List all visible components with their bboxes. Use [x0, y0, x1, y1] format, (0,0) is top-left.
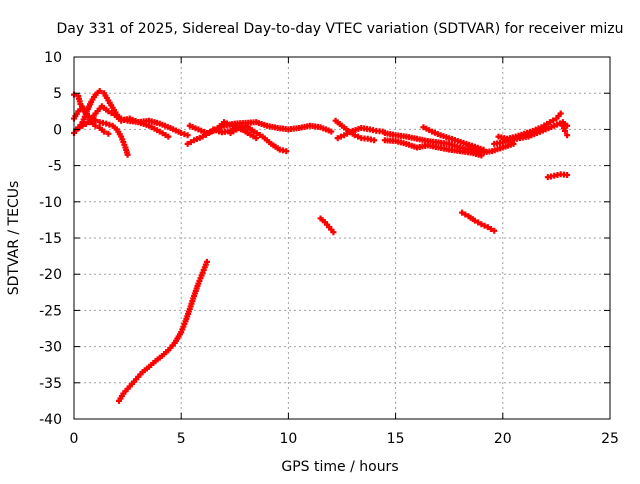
- data-point: [351, 132, 358, 139]
- data-point: [165, 133, 172, 140]
- series-arc-early-d: [73, 103, 172, 140]
- data-point: [478, 152, 485, 159]
- series-arc-noon-b: [334, 124, 386, 142]
- data-point: [478, 221, 485, 228]
- data-point-interp: [488, 225, 495, 232]
- data-point: [330, 229, 337, 236]
- y-tick-label: -20: [39, 267, 62, 283]
- x-tick-label: 25: [601, 431, 619, 447]
- axis-ticks: [73, 56, 611, 420]
- x-tick-label: 5: [177, 431, 186, 447]
- series-arc-evening-tail: [544, 171, 571, 181]
- y-axis-label: SDTVAR / TECUs: [6, 181, 22, 296]
- data-point: [480, 146, 487, 153]
- data-point-interp: [481, 222, 488, 229]
- data-point: [105, 108, 112, 115]
- data-point: [79, 122, 86, 129]
- data-point: [105, 130, 112, 137]
- data-point: [561, 127, 568, 134]
- data-point: [334, 135, 341, 142]
- data-point: [92, 122, 99, 129]
- x-axis-label: GPS time / hours: [281, 459, 398, 475]
- series-arc-early-c: [71, 104, 112, 137]
- y-tick-label: -15: [39, 231, 62, 247]
- data-point: [484, 224, 491, 231]
- data-point: [328, 128, 335, 135]
- y-tick-label: -5: [48, 159, 62, 175]
- data-point: [491, 227, 498, 234]
- data-point: [184, 140, 191, 147]
- data-point: [546, 119, 553, 126]
- tick-labels: 0 5 10 15 20 25 -40 -35 -30 -25 -20 -15 -10 -5 0 5 10: [39, 50, 619, 447]
- y-tick-label: -30: [39, 340, 62, 356]
- series-arc-afternoon: [381, 130, 517, 156]
- data-point: [371, 137, 378, 144]
- grid: [74, 57, 610, 419]
- data-point: [283, 148, 290, 155]
- data-point: [459, 209, 466, 216]
- data-point-interp: [337, 133, 344, 140]
- data-point: [184, 132, 191, 139]
- y-tick-label: -35: [39, 376, 62, 392]
- series-arc-morning-b: [184, 119, 245, 147]
- series-arc-afternoon-c: [420, 124, 487, 153]
- x-tick-label: 20: [494, 431, 512, 447]
- data-point-interp: [108, 110, 115, 117]
- data-point: [564, 132, 571, 139]
- data-point: [557, 110, 564, 117]
- x-tick-label: 0: [70, 431, 79, 447]
- data-point-interp: [202, 131, 209, 138]
- series-arc-morning-d: [210, 124, 260, 142]
- series-arc-late-dip-2: [459, 209, 498, 234]
- data-point: [96, 88, 103, 95]
- series-arc-evening-c: [559, 122, 571, 139]
- x-tick-label: 10: [279, 431, 297, 447]
- data-point: [203, 258, 210, 265]
- data-point-interp: [355, 133, 362, 140]
- y-tick-label: 0: [53, 122, 62, 138]
- series-arc-evening-b: [495, 110, 564, 142]
- data-point-interp: [475, 219, 482, 226]
- data-point-interp: [462, 211, 469, 218]
- chart-title: Day 331 of 2025, Sidereal Day-to-day VTE…: [57, 21, 624, 37]
- x-tick-label: 15: [387, 431, 405, 447]
- data-point-interp: [82, 120, 89, 127]
- data-point: [199, 133, 206, 140]
- y-tick-label: 10: [44, 50, 62, 66]
- data-point-interp: [187, 139, 194, 146]
- data-points: [71, 88, 571, 404]
- series-arc-late-dip-1: [317, 215, 337, 236]
- y-tick-label: -25: [39, 303, 62, 319]
- y-tick-label: -10: [39, 195, 62, 211]
- series-arc-afternoon-b: [381, 137, 485, 159]
- data-point: [101, 128, 108, 135]
- data-point: [253, 135, 260, 142]
- data-point: [471, 217, 478, 224]
- y-tick-label: 5: [53, 86, 62, 102]
- data-point: [124, 151, 131, 158]
- data-point: [564, 172, 571, 179]
- data-point-interp: [550, 117, 557, 124]
- y-tick-label: -40: [39, 412, 62, 428]
- series-arc-deep: [116, 258, 210, 404]
